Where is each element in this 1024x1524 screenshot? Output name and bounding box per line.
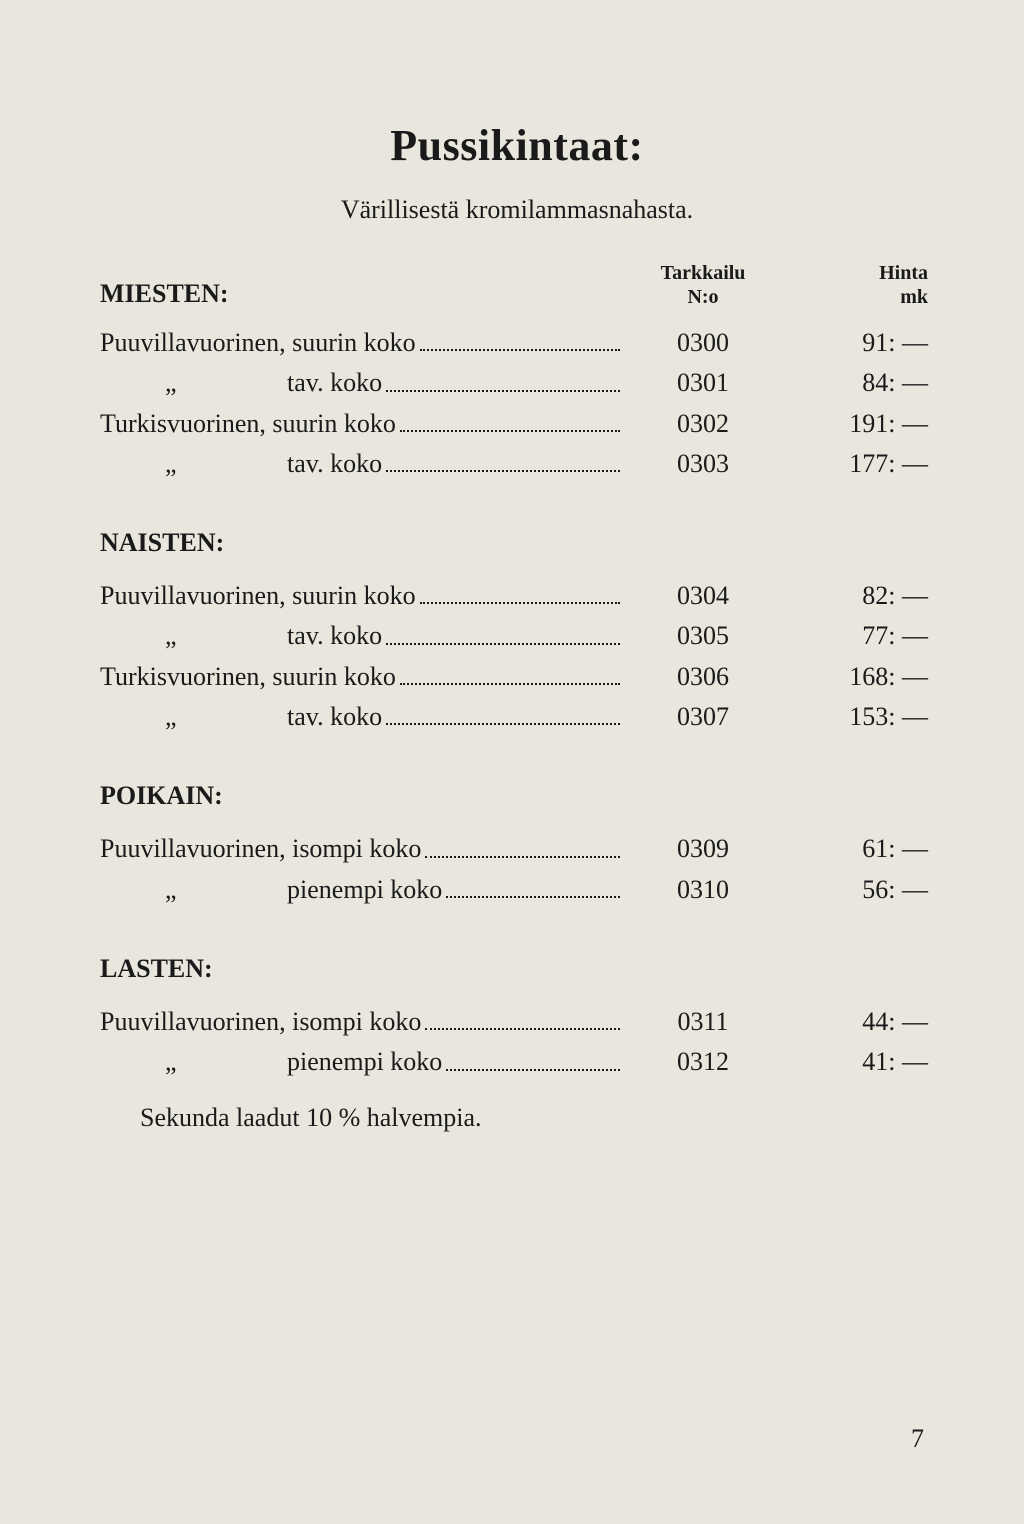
leader-dots: [400, 429, 620, 432]
leader-dots: [386, 642, 620, 645]
price-row: Puuvillavuorinen, suurin koko 030482: —: [100, 576, 934, 616]
item-description: „ tav. koko: [100, 697, 382, 737]
page-number: 7: [911, 1424, 924, 1454]
section-heading: MIESTEN:: [100, 279, 229, 309]
price-row: Puuvillavuorinen, suurin koko 030091: —: [100, 323, 934, 363]
item-price: 41: —: [778, 1042, 934, 1082]
leader-dots: [386, 389, 620, 392]
section-heading: NAISTEN:: [100, 528, 934, 558]
item-price: 153: —: [778, 697, 934, 737]
item-code: 0305: [628, 616, 778, 656]
section-heading: POIKAIN:: [100, 781, 934, 811]
item-code: 0306: [628, 657, 778, 697]
leader-dots: [425, 855, 620, 858]
column-header-code: TarkkailuN:o: [628, 261, 778, 309]
leader-dots: [420, 348, 620, 351]
column-header-price: Hintamk: [778, 261, 934, 309]
price-row: „ pienempi koko 031056: —: [100, 870, 934, 910]
item-code: 0302: [628, 404, 778, 444]
price-row: Turkisvuorinen, suurin koko 0302191: —: [100, 404, 934, 444]
item-price: 168: —: [778, 657, 934, 697]
item-description: „ pienempi koko: [100, 870, 442, 910]
item-code: 0304: [628, 576, 778, 616]
item-code: 0312: [628, 1042, 778, 1082]
leader-dots: [446, 1068, 620, 1071]
item-description: Turkisvuorinen, suurin koko: [100, 404, 396, 444]
leader-dots: [425, 1027, 620, 1030]
footnote: Sekunda laadut 10 % halvempia.: [140, 1103, 934, 1133]
item-code: 0301: [628, 363, 778, 403]
item-price: 77: —: [778, 616, 934, 656]
item-description: „ pienempi koko: [100, 1042, 442, 1082]
leader-dots: [446, 895, 620, 898]
item-price: 84: —: [778, 363, 934, 403]
price-row: Puuvillavuorinen, isompi koko 031144: —: [100, 1002, 934, 1042]
section-heading: LASTEN:: [100, 954, 934, 984]
item-code: 0311: [628, 1002, 778, 1042]
page-title: Pussikintaat:: [100, 120, 934, 171]
page-subtitle: Värillisestä kromilammasnahasta.: [100, 195, 934, 225]
item-price: 61: —: [778, 829, 934, 869]
item-description: Puuvillavuorinen, suurin koko: [100, 323, 416, 363]
price-row: „ tav. koko 0303177: —: [100, 444, 934, 484]
item-code: 0300: [628, 323, 778, 363]
item-price: 56: —: [778, 870, 934, 910]
item-price: 191: —: [778, 404, 934, 444]
item-description: „ tav. koko: [100, 444, 382, 484]
item-description: Puuvillavuorinen, suurin koko: [100, 576, 416, 616]
item-description: Turkisvuorinen, suurin koko: [100, 657, 396, 697]
item-price: 177: —: [778, 444, 934, 484]
price-row: „ tav. koko 030577: —: [100, 616, 934, 656]
item-price: 91: —: [778, 323, 934, 363]
item-code: 0309: [628, 829, 778, 869]
item-price: 44: —: [778, 1002, 934, 1042]
item-code: 0310: [628, 870, 778, 910]
price-row: Puuvillavuorinen, isompi koko 030961: —: [100, 829, 934, 869]
item-description: „ tav. koko: [100, 363, 382, 403]
price-row: „ pienempi koko 031241: —: [100, 1042, 934, 1082]
item-description: „ tav. koko: [100, 616, 382, 656]
item-code: 0307: [628, 697, 778, 737]
item-code: 0303: [628, 444, 778, 484]
price-list: MIESTEN: TarkkailuN:oHintamk Puuvillavuori…: [100, 261, 934, 1083]
price-row: Turkisvuorinen, suurin koko 0306168: —: [100, 657, 934, 697]
leader-dots: [400, 682, 620, 685]
leader-dots: [420, 601, 620, 604]
price-row: „ tav. koko 0307153: —: [100, 697, 934, 737]
item-price: 82: —: [778, 576, 934, 616]
section-header-row: MIESTEN: TarkkailuN:oHintamk: [100, 261, 934, 309]
document-page: Pussikintaat: Värillisestä kromilammasna…: [0, 0, 1024, 1524]
price-row: „ tav. koko 030184: —: [100, 363, 934, 403]
leader-dots: [386, 469, 620, 472]
leader-dots: [386, 722, 620, 725]
item-description: Puuvillavuorinen, isompi koko: [100, 829, 421, 869]
item-description: Puuvillavuorinen, isompi koko: [100, 1002, 421, 1042]
